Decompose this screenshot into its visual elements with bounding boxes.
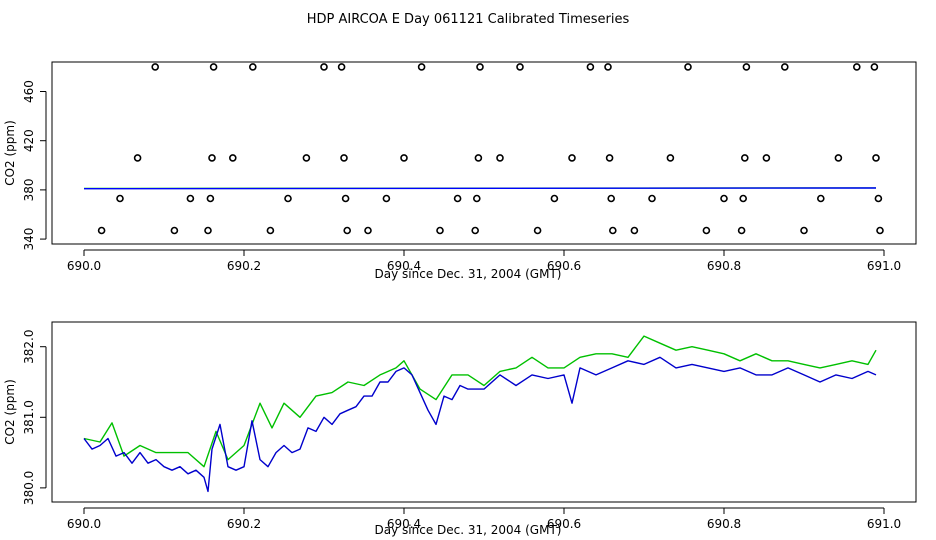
data-point [800, 226, 808, 235]
x-tick-label: 690.6 [547, 517, 581, 531]
series-line-1 [83, 187, 877, 190]
data-point [720, 194, 728, 203]
data-point [496, 154, 504, 162]
data-point [740, 154, 749, 162]
data-point [834, 154, 843, 162]
data-point [151, 63, 159, 71]
x-axis-label: Day since Dec. 31, 2004 (GMT) [375, 523, 562, 537]
data-point [780, 63, 789, 71]
data-point [382, 194, 391, 203]
data-point [116, 194, 124, 203]
top-panel: 690.0 690.2 690.4 690.6 690.8 691.0 Day since … [3, 61, 917, 281]
data-point [474, 154, 483, 162]
data-point [604, 63, 612, 71]
data-point [737, 226, 746, 235]
data-point [608, 226, 617, 235]
x-tick-label: 690.4 [387, 259, 421, 273]
data-point [471, 226, 480, 235]
data-point [550, 194, 559, 203]
y-axis-label: CO2 (ppm) [3, 379, 17, 445]
data-point [302, 154, 311, 162]
data-point [249, 63, 257, 71]
data-point [206, 194, 215, 203]
plot-frame [51, 61, 917, 245]
data-point [209, 63, 218, 71]
x-axis-label: Day since Dec. 31, 2004 (GMT) [375, 267, 562, 281]
y-axis-label: CO2 (ppm) [3, 120, 17, 186]
data-point [266, 226, 275, 235]
plot-frame [51, 321, 917, 503]
data-point [762, 154, 771, 162]
y-tick-label: 420 [22, 129, 36, 152]
x-tick-label: 690.0 [67, 259, 101, 273]
data-point [400, 154, 408, 162]
y-tick-label: 340 [22, 228, 36, 251]
data-point [436, 226, 444, 235]
data-point [364, 226, 372, 235]
x-tick-label: 690.8 [707, 517, 741, 531]
data-point [666, 154, 675, 162]
data-point [208, 154, 216, 162]
data-point [742, 63, 751, 71]
x-tick-label: 690.2 [227, 517, 261, 531]
x-tick-label: 690.0 [67, 517, 101, 531]
data-point [472, 194, 481, 203]
data-point [702, 226, 711, 235]
data-point [607, 194, 616, 203]
bottom-panel: 690.0 690.2 690.4 690.6 690.8 691.0 Day since … [3, 321, 917, 537]
data-point [453, 194, 462, 203]
y-tick-label: 380 [22, 178, 36, 201]
figure-title: HDP AIRCOA E Day 061121 Calibrated Times… [307, 12, 630, 27]
data-point [533, 226, 542, 235]
data-point [341, 194, 350, 203]
x-tick-label: 691.0 [867, 259, 901, 273]
data-point [605, 154, 614, 162]
data-point [204, 226, 212, 235]
data-point [648, 194, 656, 203]
data-point [417, 63, 426, 71]
data-point [229, 154, 237, 162]
data-point [186, 194, 195, 203]
x-tick-label: 690.4 [387, 517, 421, 531]
x-tick-label: 691.0 [867, 517, 901, 531]
data-point [568, 154, 576, 162]
data-point [876, 226, 884, 235]
data-point [586, 63, 595, 71]
data-point [870, 63, 879, 71]
data-point [816, 194, 825, 203]
data-point [97, 226, 106, 235]
series-line-1 [83, 356, 877, 493]
x-tick-label: 690.6 [547, 259, 581, 273]
y-tick-label: 382.0 [22, 330, 36, 364]
series-line-0 [83, 335, 877, 468]
data-point [320, 63, 328, 71]
data-point [340, 154, 348, 162]
x-tick-label: 690.8 [707, 259, 741, 273]
data-point [170, 226, 179, 235]
y-tick-label: 460 [22, 80, 36, 103]
data-point [630, 226, 639, 235]
data-point [516, 63, 524, 71]
x-tick-label: 690.2 [227, 259, 261, 273]
data-point [872, 154, 880, 162]
data-point [284, 194, 292, 203]
data-point [476, 63, 484, 71]
data-point [874, 194, 883, 203]
data-point [852, 63, 861, 71]
data-point [739, 194, 748, 203]
data-point [684, 63, 692, 71]
data-point [343, 226, 352, 235]
data-point [133, 154, 142, 162]
y-tick-label: 381.0 [22, 400, 36, 434]
data-point [337, 63, 346, 71]
y-tick-label: 380.0 [22, 471, 36, 505]
